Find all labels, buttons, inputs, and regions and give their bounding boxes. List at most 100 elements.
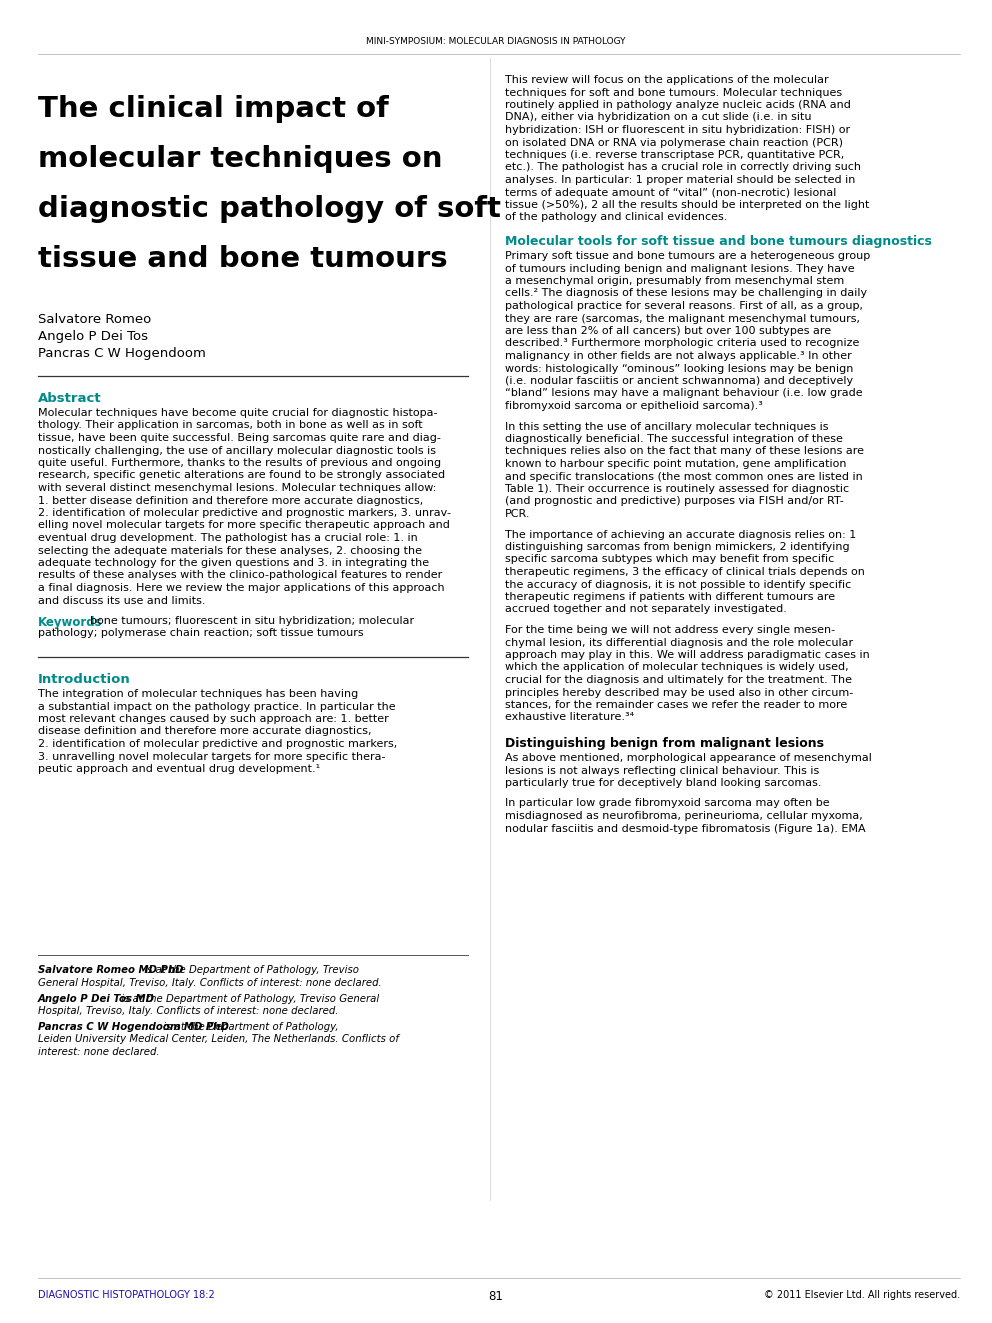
Text: distinguishing sarcomas from benign mimickers, 2 identifying: distinguishing sarcomas from benign mimi… (505, 542, 849, 552)
Text: a substantial impact on the pathology practice. In particular the: a substantial impact on the pathology pr… (38, 701, 396, 712)
Text: specific sarcoma subtypes which may benefit from specific: specific sarcoma subtypes which may bene… (505, 554, 834, 565)
Text: stances, for the remainder cases we refer the reader to more: stances, for the remainder cases we refe… (505, 700, 847, 710)
Text: Keywords: Keywords (38, 617, 102, 628)
Text: adequate technology for the given questions and 3. in integrating the: adequate technology for the given questi… (38, 558, 430, 568)
Text: DIAGNOSTIC HISTOPATHOLOGY 18:2: DIAGNOSTIC HISTOPATHOLOGY 18:2 (38, 1290, 214, 1301)
Text: of tumours including benign and malignant lesions. They have: of tumours including benign and malignan… (505, 263, 855, 274)
Text: The clinical impact of: The clinical impact of (38, 95, 389, 123)
Text: chymal lesion, its differential diagnosis and the role molecular: chymal lesion, its differential diagnosi… (505, 638, 853, 647)
Text: routinely applied in pathology analyze nucleic acids (RNA and: routinely applied in pathology analyze n… (505, 101, 851, 110)
Text: PCR.: PCR. (505, 509, 531, 519)
Text: and discuss its use and limits.: and discuss its use and limits. (38, 595, 205, 606)
Text: exhaustive literature.³⁴: exhaustive literature.³⁴ (505, 713, 634, 722)
Text: interest: none declared.: interest: none declared. (38, 1046, 160, 1057)
Text: molecular techniques on: molecular techniques on (38, 146, 442, 173)
Text: 2. identification of molecular predictive and prognostic markers,: 2. identification of molecular predictiv… (38, 740, 397, 749)
Text: The importance of achieving an accurate diagnosis relies on: 1: The importance of achieving an accurate … (505, 529, 856, 540)
Text: pathological practice for several reasons. First of all, as a group,: pathological practice for several reason… (505, 302, 863, 311)
Text: tissue (>50%), 2 all the results should be interpreted on the light: tissue (>50%), 2 all the results should … (505, 200, 869, 210)
Text: tissue and bone tumours: tissue and bone tumours (38, 245, 447, 273)
Text: bone tumours; fluorescent in situ hybridization; molecular: bone tumours; fluorescent in situ hybrid… (90, 617, 414, 626)
Text: General Hospital, Treviso, Italy. Conflicts of interest: none declared.: General Hospital, Treviso, Italy. Confli… (38, 978, 382, 987)
Text: 81: 81 (489, 1290, 503, 1303)
Text: accrued together and not separately investigated.: accrued together and not separately inve… (505, 605, 787, 614)
Text: thology. Their application in sarcomas, both in bone as well as in soft: thology. Their application in sarcomas, … (38, 421, 423, 430)
Text: 3. unravelling novel molecular targets for more specific thera-: 3. unravelling novel molecular targets f… (38, 751, 386, 762)
Text: elling novel molecular targets for more specific therapeutic approach and: elling novel molecular targets for more … (38, 520, 450, 531)
Text: therapeutic regimens if patients with different tumours are: therapeutic regimens if patients with di… (505, 591, 835, 602)
Text: a final diagnosis. Here we review the major applications of this approach: a final diagnosis. Here we review the ma… (38, 583, 444, 593)
Text: In this setting the use of ancillary molecular techniques is: In this setting the use of ancillary mol… (505, 422, 828, 431)
Text: on isolated DNA or RNA via polymerase chain reaction (PCR): on isolated DNA or RNA via polymerase ch… (505, 138, 843, 147)
Text: Table 1). Their occurrence is routinely assessed for diagnostic: Table 1). Their occurrence is routinely … (505, 484, 849, 493)
Text: which the application of molecular techniques is widely used,: which the application of molecular techn… (505, 663, 848, 672)
Text: cells.² The diagnosis of these lesions may be challenging in daily: cells.² The diagnosis of these lesions m… (505, 288, 867, 299)
Text: Primary soft tissue and bone tumours are a heterogeneous group: Primary soft tissue and bone tumours are… (505, 251, 870, 261)
Text: Pancras C W Hogendoom MD PhD: Pancras C W Hogendoom MD PhD (38, 1021, 229, 1032)
Text: most relevant changes caused by such approach are: 1. better: most relevant changes caused by such app… (38, 714, 389, 724)
Text: results of these analyses with the clinico-pathological features to render: results of these analyses with the clini… (38, 570, 442, 581)
Text: The integration of molecular techniques has been having: The integration of molecular techniques … (38, 689, 358, 699)
Text: misdiagnosed as neurofibroma, perineurioma, cellular myxoma,: misdiagnosed as neurofibroma, perineurio… (505, 811, 863, 822)
Text: a mesenchymal origin, presumably from mesenchymal stem: a mesenchymal origin, presumably from me… (505, 277, 844, 286)
Text: peutic approach and eventual drug development.¹: peutic approach and eventual drug develo… (38, 763, 320, 774)
Text: DNA), either via hybridization on a cut slide (i.e. in situ: DNA), either via hybridization on a cut … (505, 112, 811, 123)
Text: Hospital, Treviso, Italy. Conflicts of interest: none declared.: Hospital, Treviso, Italy. Conflicts of i… (38, 1005, 338, 1016)
Text: Salvatore Romeo: Salvatore Romeo (38, 314, 151, 325)
Text: hybridization: ISH or fluorescent in situ hybridization: FISH) or: hybridization: ISH or fluorescent in sit… (505, 124, 850, 135)
Text: Salvatore Romeo MD PhD: Salvatore Romeo MD PhD (38, 964, 184, 975)
Text: 2. identification of molecular predictive and prognostic markers, 3. unrav-: 2. identification of molecular predictiv… (38, 508, 451, 519)
Text: lesions is not always reflecting clinical behaviour. This is: lesions is not always reflecting clinica… (505, 766, 819, 775)
Text: etc.). The pathologist has a crucial role in correctly driving such: etc.). The pathologist has a crucial rol… (505, 163, 861, 172)
Text: techniques (i.e. reverse transcriptase PCR, quantitative PCR,: techniques (i.e. reverse transcriptase P… (505, 149, 844, 160)
Text: approach may play in this. We will address paradigmatic cases in: approach may play in this. We will addre… (505, 650, 870, 660)
Text: malignancy in other fields are not always applicable.³ In other: malignancy in other fields are not alway… (505, 351, 852, 361)
Text: As above mentioned, morphological appearance of mesenchymal: As above mentioned, morphological appear… (505, 753, 872, 763)
Text: and specific translocations (the most common ones are listed in: and specific translocations (the most co… (505, 471, 863, 482)
Text: is at the Department of Pathology, Treviso: is at the Department of Pathology, Trevi… (141, 964, 359, 975)
Text: nodular fasciitis and desmoid-type fibromatosis (Figure 1a). EMA: nodular fasciitis and desmoid-type fibro… (505, 823, 866, 833)
Text: 1. better disease definition and therefore more accurate diagnostics,: 1. better disease definition and therefo… (38, 496, 424, 505)
Text: Angelo P Dei Tos: Angelo P Dei Tos (38, 329, 148, 343)
Text: For the time being we will not address every single mesen-: For the time being we will not address e… (505, 624, 835, 635)
Text: diagnostically beneficial. The successful integration of these: diagnostically beneficial. The successfu… (505, 434, 843, 445)
Text: pathology; polymerase chain reaction; soft tissue tumours: pathology; polymerase chain reaction; so… (38, 628, 364, 639)
Text: particularly true for deceptively bland looking sarcomas.: particularly true for deceptively bland … (505, 778, 821, 789)
Text: analyses. In particular: 1 proper material should be selected in: analyses. In particular: 1 proper materi… (505, 175, 855, 185)
Text: terms of adequate amount of “vital” (non-necrotic) lesional: terms of adequate amount of “vital” (non… (505, 188, 836, 197)
Text: Molecular techniques have become quite crucial for diagnostic histopa-: Molecular techniques have become quite c… (38, 407, 437, 418)
Text: Angelo P Dei Tos MD: Angelo P Dei Tos MD (38, 994, 155, 1004)
Text: disease definition and therefore more accurate diagnostics,: disease definition and therefore more ac… (38, 726, 371, 737)
Text: Abstract: Abstract (38, 392, 101, 405)
Text: Introduction: Introduction (38, 673, 131, 687)
Text: diagnostic pathology of soft: diagnostic pathology of soft (38, 194, 501, 224)
Text: are less than 2% of all cancers) but over 100 subtypes are: are less than 2% of all cancers) but ove… (505, 325, 831, 336)
Text: selecting the adequate materials for these analyses, 2. choosing the: selecting the adequate materials for the… (38, 545, 422, 556)
Text: the accuracy of diagnosis, it is not possible to identify specific: the accuracy of diagnosis, it is not pos… (505, 579, 851, 590)
Text: (i.e. nodular fasciitis or ancient schwannoma) and deceptively: (i.e. nodular fasciitis or ancient schwa… (505, 376, 853, 386)
Text: words: histologically “ominous” looking lesions may be benign: words: histologically “ominous” looking … (505, 364, 853, 373)
Text: techniques relies also on the fact that many of these lesions are: techniques relies also on the fact that … (505, 446, 864, 456)
Text: is at the Department of Pathology,: is at the Department of Pathology, (160, 1021, 338, 1032)
Text: MINI-SYMPOSIUM: MOLECULAR DIAGNOSIS IN PATHOLOGY: MINI-SYMPOSIUM: MOLECULAR DIAGNOSIS IN P… (366, 37, 626, 46)
Text: Leiden University Medical Center, Leiden, The Netherlands. Conflicts of: Leiden University Medical Center, Leiden… (38, 1035, 399, 1044)
Text: quite useful. Furthermore, thanks to the results of previous and ongoing: quite useful. Furthermore, thanks to the… (38, 458, 441, 468)
Text: known to harbour specific point mutation, gene amplification: known to harbour specific point mutation… (505, 459, 846, 468)
Text: Pancras C W Hogendoom: Pancras C W Hogendoom (38, 347, 206, 360)
Text: tissue, have been quite successful. Being sarcomas quite rare and diag-: tissue, have been quite successful. Bein… (38, 433, 440, 443)
Text: © 2011 Elsevier Ltd. All rights reserved.: © 2011 Elsevier Ltd. All rights reserved… (764, 1290, 960, 1301)
Text: therapeutic regimens, 3 the efficacy of clinical trials depends on: therapeutic regimens, 3 the efficacy of … (505, 568, 865, 577)
Text: is at the Department of Pathology, Treviso General: is at the Department of Pathology, Trevi… (118, 994, 379, 1004)
Text: (and prognostic and predictive) purposes via FISH and/or RT-: (and prognostic and predictive) purposes… (505, 496, 844, 507)
Text: with several distinct mesenchymal lesions. Molecular techniques allow:: with several distinct mesenchymal lesion… (38, 483, 436, 493)
Text: nostically challenging, the use of ancillary molecular diagnostic tools is: nostically challenging, the use of ancil… (38, 446, 436, 455)
Text: research, specific genetic alterations are found to be strongly associated: research, specific genetic alterations a… (38, 471, 445, 480)
Text: they are rare (sarcomas, the malignant mesenchymal tumours,: they are rare (sarcomas, the malignant m… (505, 314, 860, 324)
Text: fibromyxoid sarcoma or epithelioid sarcoma).³: fibromyxoid sarcoma or epithelioid sarco… (505, 401, 763, 411)
Text: “bland” lesions may have a malignant behaviour (i.e. low grade: “bland” lesions may have a malignant beh… (505, 389, 863, 398)
Text: of the pathology and clinical evidences.: of the pathology and clinical evidences. (505, 213, 727, 222)
Text: principles hereby described may be used also in other circum-: principles hereby described may be used … (505, 688, 853, 697)
Text: Distinguishing benign from malignant lesions: Distinguishing benign from malignant les… (505, 737, 824, 750)
Text: techniques for soft and bone tumours. Molecular techniques: techniques for soft and bone tumours. Mo… (505, 87, 842, 98)
Text: eventual drug development. The pathologist has a crucial role: 1. in: eventual drug development. The pathologi… (38, 533, 418, 542)
